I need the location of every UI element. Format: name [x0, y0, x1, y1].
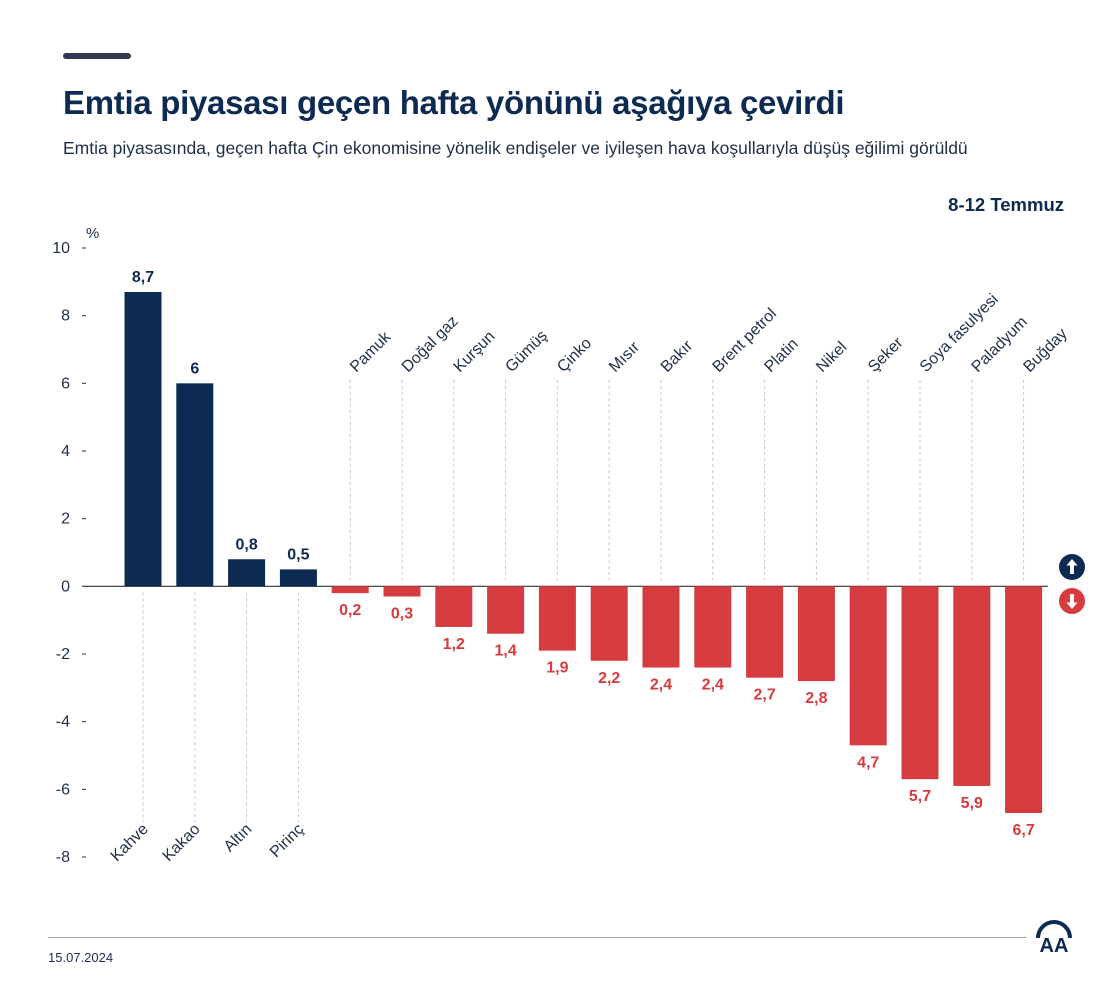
value-label: 8,7 — [132, 269, 154, 286]
guide-lines — [142, 380, 1025, 822]
bar — [849, 586, 887, 746]
category-label: Kahve — [108, 821, 152, 865]
value-labels: 8,7 6 0,8 0,5 0,2 0,3 1,2 1,4 1,9 2,2 2,4 2,4 2,7 2,8… — [132, 269, 1035, 839]
y-tick-label: -6 — [56, 781, 70, 798]
category-label: Altın — [221, 821, 256, 856]
bar — [487, 586, 525, 634]
category-label: Bakır — [658, 337, 697, 376]
bar — [746, 586, 784, 678]
value-label: 4,7 — [857, 754, 879, 771]
value-label: 1,9 — [546, 660, 568, 677]
bar — [590, 586, 628, 661]
category-label: Buğday — [1020, 325, 1070, 375]
y-tick-label: -8 — [56, 849, 70, 866]
chart-title: Emtia piyasası geçen hafta yönünü aşağıy… — [63, 84, 845, 121]
footer-rule — [48, 937, 1026, 938]
bars — [124, 291, 1043, 814]
y-tick-label: 0 — [61, 578, 70, 595]
bar — [279, 569, 317, 587]
y-axis-unit: % — [86, 225, 99, 242]
value-label: 2,7 — [753, 687, 775, 704]
value-label: 5,9 — [961, 795, 983, 812]
bar — [383, 586, 421, 597]
value-label: 1,4 — [494, 643, 516, 660]
bar — [953, 586, 991, 786]
category-label: Şeker — [865, 334, 907, 376]
aa-logo: AA — [1036, 920, 1072, 956]
value-label: 0,8 — [235, 536, 257, 553]
y-tick-label: -4 — [56, 714, 70, 731]
category-label: Pamuk — [347, 328, 395, 376]
value-label: 2,4 — [702, 677, 724, 694]
category-label: Pirinç — [267, 821, 307, 861]
category-label: Mısır — [606, 338, 644, 376]
bar — [228, 559, 266, 587]
arrow-up-icon — [1059, 554, 1085, 580]
category-label: Nikel — [813, 339, 850, 376]
bar — [694, 586, 732, 668]
bar — [901, 586, 939, 780]
category-label: Kakao — [160, 821, 204, 865]
category-label: Gümüş — [502, 327, 550, 375]
value-label: 1,2 — [443, 636, 465, 653]
bar — [797, 586, 835, 682]
value-label: 2,2 — [598, 670, 620, 687]
y-tick-label: 6 — [61, 375, 70, 392]
bar — [176, 383, 214, 587]
value-label: 0,3 — [391, 605, 413, 622]
category-label: Platin — [761, 336, 801, 376]
y-tick-label: 2 — [61, 511, 70, 528]
publish-date: 15.07.2024 — [48, 950, 114, 965]
aa-logo-text: AA — [1040, 935, 1069, 956]
bar — [1005, 586, 1043, 814]
period-label: 8-12 Temmuz — [948, 194, 1064, 215]
y-tick-label: -2 — [56, 646, 70, 663]
value-label: 6 — [190, 360, 199, 377]
category-label: Kurşun — [451, 328, 499, 376]
y-tick-label: 8 — [61, 308, 70, 325]
category-label: Çinko — [554, 335, 595, 376]
title-accent-rule — [63, 53, 131, 59]
value-label: 0,2 — [339, 602, 361, 619]
value-label: 2,8 — [805, 690, 827, 707]
bar — [124, 291, 162, 587]
arrow-down-icon — [1059, 588, 1085, 614]
value-label: 2,4 — [650, 677, 672, 694]
chart-subtitle: Emtia piyasasında, geçen hafta Çin ekono… — [63, 138, 968, 158]
bar — [642, 586, 680, 668]
y-tick-label: 4 — [61, 443, 70, 460]
value-label: 0,5 — [287, 546, 309, 563]
value-label: 5,7 — [909, 788, 931, 805]
bar — [331, 586, 369, 594]
bar — [435, 586, 473, 627]
value-label: 6,7 — [1012, 822, 1034, 839]
bar — [538, 586, 576, 651]
y-axis: % 10 8 6 4 2 0 -2 -4 -6 -8 — [52, 225, 99, 866]
y-tick-label: 10 — [52, 240, 70, 257]
